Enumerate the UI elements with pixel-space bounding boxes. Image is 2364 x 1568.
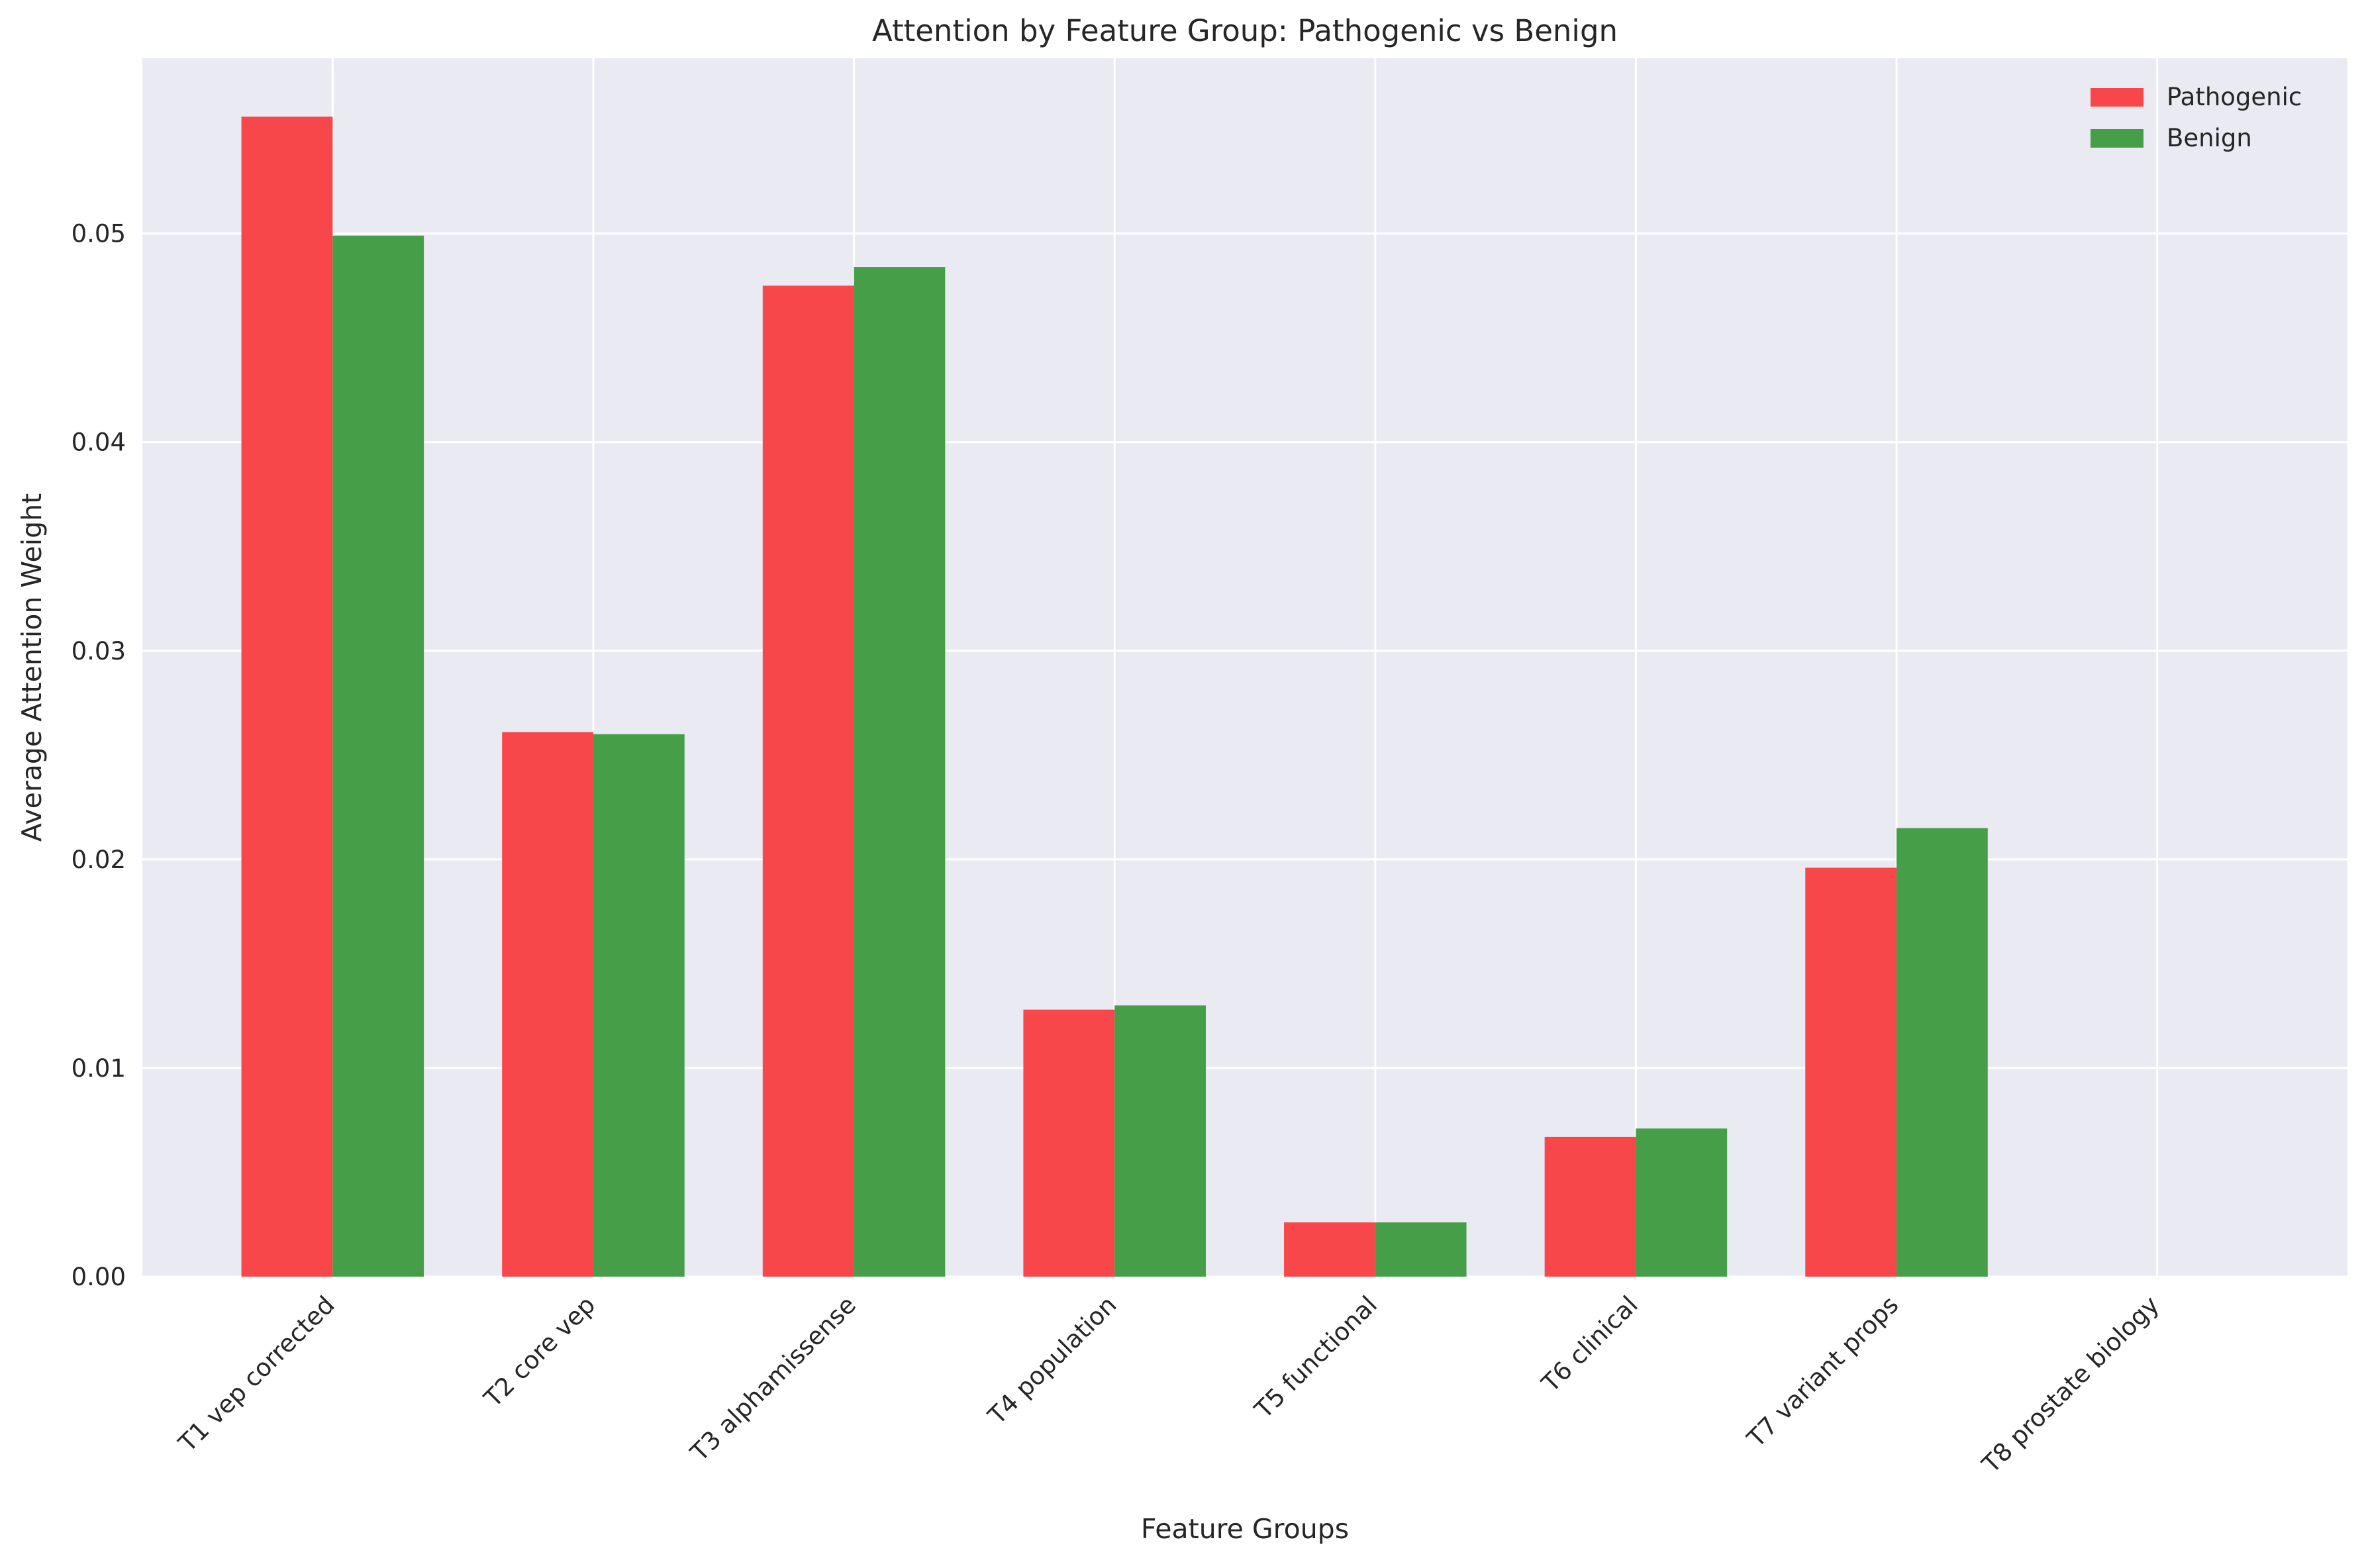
legend-label-pathogenic: Pathogenic — [2167, 83, 2302, 111]
bar-pathogenic-4 — [1023, 1009, 1115, 1277]
bar-pathogenic-6 — [1544, 1136, 1636, 1277]
chart-title: Attention by Feature Group: Pathogenic v… — [872, 13, 1618, 48]
y-tick-label: 0.00 — [72, 1263, 126, 1291]
bar-benign-4 — [1114, 1005, 1206, 1277]
x-tick-label: T6 clinical — [1536, 1291, 1644, 1398]
x-tick-label: T8 prostate biology — [1976, 1291, 2165, 1479]
plot-area — [142, 58, 2347, 1277]
y-tick-label: 0.01 — [72, 1054, 126, 1083]
bar-pathogenic-7 — [1805, 867, 1897, 1277]
y-axis-ticks: 0.00 0.01 0.02 0.03 0.04 0.05 — [72, 220, 126, 1291]
x-axis-label: Feature Groups — [1141, 1513, 1349, 1545]
y-axis-label: Average Attention Weight — [16, 493, 48, 842]
y-tick-label: 0.03 — [72, 637, 126, 665]
bar-pathogenic-3 — [762, 285, 854, 1277]
bar-pathogenic-2 — [502, 732, 593, 1277]
x-tick-label: T3 alphamissense — [685, 1291, 862, 1467]
legend-label-benign: Benign — [2167, 124, 2252, 152]
bar-benign-2 — [593, 734, 685, 1277]
legend: Pathogenic Benign — [2091, 83, 2302, 152]
bar-benign-3 — [854, 267, 946, 1277]
bar-pathogenic-5 — [1284, 1222, 1375, 1277]
x-axis-ticks: T1 vep corrected T2 core vep T3 alphamisse… — [173, 1291, 2165, 1479]
x-tick-label: T5 functional — [1249, 1291, 1383, 1424]
bar-benign-1 — [332, 235, 424, 1277]
x-tick-label: T2 core vep — [478, 1291, 601, 1413]
legend-swatch-pathogenic — [2091, 88, 2143, 107]
bar-benign-6 — [1636, 1128, 1728, 1277]
bar-benign-7 — [1896, 828, 1988, 1277]
bars — [241, 117, 1988, 1277]
y-tick-label: 0.02 — [72, 846, 126, 874]
y-tick-label: 0.05 — [72, 220, 126, 248]
bar-pathogenic-1 — [241, 117, 333, 1277]
x-tick-label: T7 variant props — [1742, 1291, 1904, 1453]
y-tick-label: 0.04 — [72, 428, 126, 457]
legend-swatch-benign — [2091, 129, 2143, 148]
x-tick-label: T1 vep corrected — [173, 1291, 340, 1458]
bar-benign-5 — [1375, 1222, 1467, 1277]
x-tick-label: T4 population — [982, 1291, 1122, 1430]
